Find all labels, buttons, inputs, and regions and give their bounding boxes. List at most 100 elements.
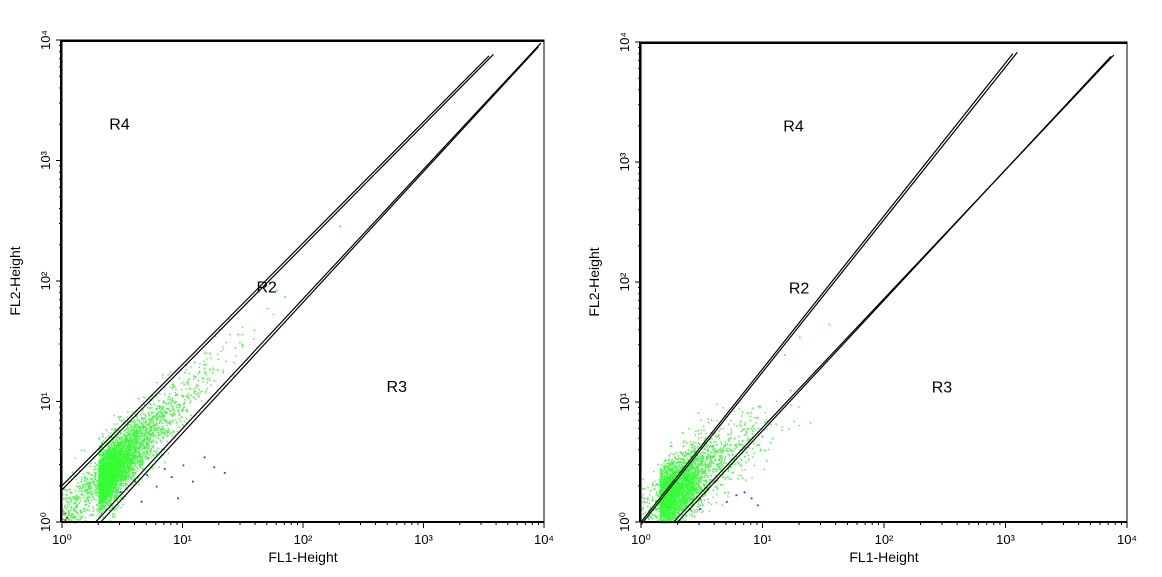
data-point [86, 489, 89, 492]
data-point [110, 490, 112, 493]
data-point [100, 483, 102, 485]
data-point [109, 441, 112, 443]
data-point [98, 469, 100, 472]
data-point [119, 451, 121, 453]
data-point [662, 480, 664, 482]
y-tick-label: 10¹ [38, 391, 53, 410]
data-point [67, 480, 70, 483]
data-point [102, 510, 104, 512]
data-point [116, 443, 118, 446]
data-point [102, 497, 104, 500]
data-point [689, 492, 691, 494]
data-point [746, 438, 749, 441]
data-point [151, 407, 153, 409]
data-point [180, 382, 183, 384]
data-point [79, 497, 82, 499]
data-point [125, 449, 127, 451]
data-point [103, 499, 106, 501]
data-point [736, 425, 738, 427]
data-point [117, 469, 119, 472]
data-point [105, 483, 107, 485]
data-point [199, 363, 201, 365]
data-point [146, 470, 148, 472]
data-point [646, 505, 649, 508]
data-point [124, 478, 126, 480]
data-point [83, 477, 86, 479]
data-point [102, 478, 104, 481]
data-point [123, 445, 125, 448]
data-point [123, 430, 125, 432]
data-point [112, 505, 114, 507]
data-point [149, 398, 152, 401]
data-point [146, 438, 149, 440]
data-point [172, 383, 175, 386]
data-point [102, 473, 105, 475]
data-point [125, 484, 127, 487]
data-points [641, 323, 831, 524]
data-point [145, 434, 148, 436]
data-point [741, 415, 743, 417]
data-point [649, 494, 651, 496]
data-point [137, 483, 140, 485]
data-point [99, 502, 101, 505]
data-point [123, 465, 126, 468]
data-point [117, 463, 119, 466]
data-point [83, 489, 86, 492]
data-point [112, 467, 114, 469]
data-point [108, 461, 110, 463]
data-point [83, 475, 85, 478]
data-point [104, 470, 106, 472]
data-point [136, 442, 138, 445]
data-point [104, 456, 107, 458]
data-point [134, 431, 137, 433]
data-point [124, 453, 126, 456]
data-point [173, 410, 175, 412]
data-point [161, 417, 163, 420]
data-point [97, 493, 100, 495]
data-point [148, 454, 151, 456]
data-point [70, 514, 73, 516]
data-point [85, 503, 87, 505]
data-point [68, 497, 70, 499]
data-point [683, 440, 685, 442]
data-point [146, 436, 148, 438]
data-point [113, 475, 115, 478]
data-point [115, 464, 117, 467]
data-point [136, 417, 139, 420]
data-point [665, 516, 667, 518]
data-point [139, 413, 141, 416]
data-point [730, 437, 732, 439]
data-point [156, 428, 159, 430]
data-point [108, 504, 110, 506]
data-point [130, 449, 132, 451]
data-point [119, 483, 122, 485]
data-point [98, 438, 100, 440]
data-point [173, 412, 175, 414]
data-point [128, 420, 131, 422]
data-point [133, 471, 135, 474]
data-point [185, 418, 188, 420]
data-point [114, 457, 116, 459]
data-point [743, 434, 745, 436]
data-point [137, 439, 139, 441]
data-point [685, 482, 687, 484]
data-point [674, 468, 677, 470]
data-point [136, 461, 138, 463]
data-point [133, 434, 135, 436]
data-point [81, 493, 83, 495]
data-point [94, 478, 97, 481]
data-point [119, 432, 122, 435]
data-point [155, 427, 157, 429]
data-point [738, 435, 740, 438]
data-point [175, 393, 177, 396]
data-point [128, 456, 131, 459]
data-point [148, 417, 150, 420]
data-point [98, 459, 100, 462]
data-point [673, 456, 676, 458]
data-point [132, 443, 134, 445]
data-point [165, 421, 168, 424]
data-point [171, 421, 173, 423]
data-point [81, 494, 83, 496]
data-point [665, 476, 668, 478]
data-point [77, 518, 80, 521]
